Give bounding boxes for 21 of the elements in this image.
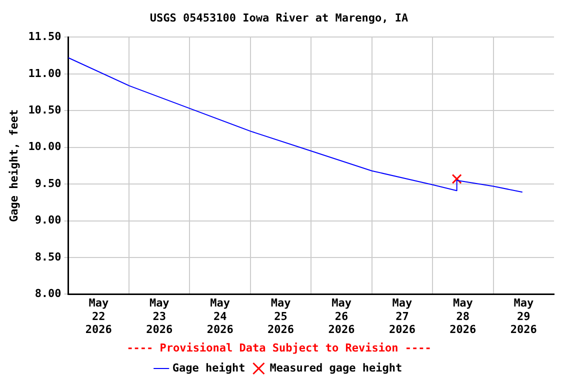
x-tick-label: May 28 2026 [450, 296, 477, 336]
y-tick-label: 8.50 [34, 250, 62, 264]
y-tick-label: 11.00 [28, 66, 62, 80]
x-tick-label: May 22 2026 [85, 296, 112, 336]
y-tick-label: 9.50 [34, 176, 62, 190]
y-tick-label: 10.00 [28, 140, 62, 154]
text: ---- Provisional Data Subject to Revision ---- [126, 341, 432, 354]
x-tick-label: May 29 2026 [510, 296, 538, 336]
chart-title: USGS 05453100 Iowa River at Marengo, IA [150, 11, 409, 24]
legend-label: Measured gage height [270, 361, 402, 374]
x-tick-label: May 23 2026 [146, 296, 173, 336]
x-tick-label: May 25 2026 [268, 296, 294, 336]
x-tick-label: May 24 2026 [206, 296, 234, 336]
y-tick-label: 11.50 [28, 30, 62, 44]
legend-label: Gage height [172, 361, 246, 374]
y-axis-title: Gage height, feet [7, 109, 20, 222]
y-tick-label: 8.00 [34, 287, 62, 300]
y-tick-label: 9.00 [34, 214, 62, 227]
y-tick-label: 10.50 [28, 103, 62, 116]
x-tick-label: May 27 2026 [388, 296, 416, 336]
x-tick-label: May 26 2026 [328, 296, 356, 336]
